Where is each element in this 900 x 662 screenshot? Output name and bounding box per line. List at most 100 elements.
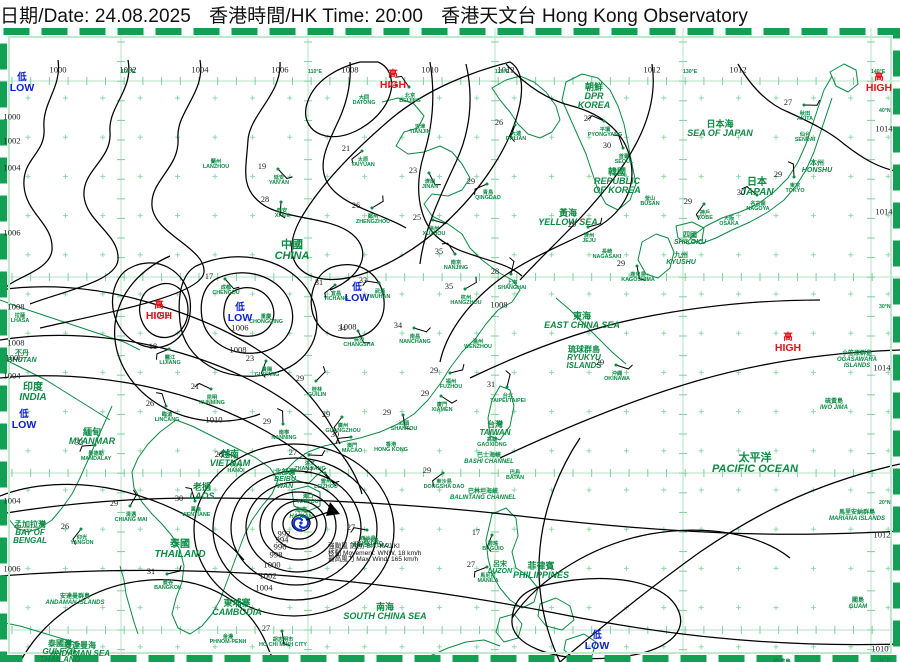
station-label: 拉薩 LHASA: [10, 313, 30, 325]
isobar-label: 1012: [152, 309, 170, 320]
graticule-label: 10°N: [879, 657, 891, 662]
sea-label: 馬里安納群島 MARIANA ISLANDS: [828, 510, 886, 522]
isobar-label: 1004: [3, 495, 21, 506]
station-temperature: 31: [146, 566, 156, 576]
station-temperature: 21: [190, 381, 200, 391]
station-label: 香港 HONG KONG: [374, 442, 408, 454]
station-label: 大同 DATONG: [352, 95, 376, 107]
station-label: 貴陽 GUIYANG: [254, 367, 280, 379]
country-label: 呂宋 LUZON: [487, 561, 513, 575]
graticule-label: 30°N: [879, 304, 891, 310]
chart-border-inner: [8, 36, 892, 654]
isobar-label: 1012: [729, 64, 747, 75]
station-temperature: 28: [260, 194, 270, 204]
sea-label: 東海 EAST CHINA SEA: [544, 311, 620, 330]
typhoon-isobars: [193, 443, 395, 617]
station-label: 萬象 VIENTIANE: [181, 507, 211, 519]
station-temperature: 17: [204, 271, 214, 281]
station-label: 西沙島 XISHA DAO: [353, 536, 383, 548]
station-label: 首爾 SEOUL: [614, 154, 634, 166]
station-temperature: 23: [408, 165, 418, 175]
station-temperature: 29: [773, 169, 783, 179]
station-temperature: 27: [288, 447, 298, 457]
wind-barbs: [72, 75, 821, 647]
station-label: 釜山 BUSAN: [640, 196, 660, 208]
isobar-label: 1008: [7, 337, 25, 348]
station-temperature: 30: [736, 187, 746, 197]
country-label: 泰國 THAILAND: [154, 539, 206, 560]
typhoon-center-symbol: [292, 514, 310, 532]
station-temperature: 31: [486, 379, 496, 389]
graticule-ticks: [11, 41, 875, 651]
station-temperature: 29: [109, 498, 119, 508]
station-temperature: 29: [616, 258, 626, 268]
country-label: 菲律賓 PHILIPPINES: [512, 561, 570, 580]
station-label: 胡志明市 HO CHI MINH CITY: [259, 637, 307, 649]
isobar-label: 1008: [7, 301, 25, 312]
isobar-label: 1014: [875, 123, 893, 134]
station-temperature: 24: [388, 79, 398, 89]
sea-label: 安達曼群島 ANDAMAN ISLANDS: [45, 594, 105, 606]
station-label: 雷州 LEIZHOU: [314, 479, 338, 491]
station-temperature: 27: [466, 559, 476, 569]
station-label: 仙台 SENDAI: [794, 132, 816, 144]
station-temperature: 35: [434, 246, 444, 256]
station-label: 溫州 WENZHOU: [464, 339, 492, 351]
low-pressure-label: 低 LOW: [227, 301, 253, 324]
country-label: 韓國 REPUBLIC OF KOREA: [593, 167, 641, 195]
station-label: 高雄 GAOXIONG: [477, 437, 507, 449]
isobar-label: 1006: [231, 322, 249, 333]
isobar-label: 1008: [339, 321, 357, 332]
station-label: 長沙 CHANGSHA: [343, 337, 375, 349]
station-temperature: 34: [393, 320, 403, 330]
coastlines: [0, 63, 859, 659]
station-label: 徐州 XUZHOU: [422, 226, 446, 238]
station-label: 上海 SHANGHAI: [497, 280, 527, 292]
station-temperature: 29: [262, 416, 272, 426]
sea-label: 巴士海峽 BASHI CHANNEL: [464, 453, 514, 465]
station-label: 秋田 AKITA: [796, 111, 814, 123]
station-label: 南沙島 NANSHA DAO: [352, 538, 390, 550]
station-label: 北京 BEIJING: [399, 93, 421, 105]
station-temperature: 34: [337, 323, 347, 333]
sea-label: 安達曼海 ANDAMAN SEA: [50, 641, 110, 658]
typhoon-isobar-label: 1002: [259, 570, 277, 581]
station-label: 大阪 OSAKA: [719, 216, 739, 228]
sea-label: 太平洋 PACIFIC OCEAN: [712, 452, 798, 475]
station-temperature: 19: [257, 161, 267, 171]
chart-time: 香港時間/HK Time: 20:00: [208, 5, 424, 27]
station-temperature: 26: [60, 521, 70, 531]
sea-label: 日本海 SEA OF JAPAN: [687, 119, 753, 138]
station-label: 沖繩 OKINAWA: [604, 371, 630, 383]
station-label: 成都 CHENGDU: [212, 285, 240, 297]
station-label: 湛江 ZHANJIANG: [294, 461, 326, 473]
country-label: 越南 VIETNAM: [209, 449, 251, 468]
station-label: 汕頭 SHANTOU: [390, 421, 418, 433]
station-temperature: 29: [321, 409, 331, 419]
isobar-label: 1012: [873, 529, 891, 540]
station-label: 名古屋 NAGOYA: [746, 201, 770, 213]
station-temperature: 26: [351, 200, 361, 210]
country-label: 印度 INDIA: [19, 382, 47, 403]
isobar-label: 1006: [5, 352, 23, 363]
station-label: 曼谷 BANGKOK: [154, 580, 182, 592]
graticule-label: 140°E: [871, 69, 886, 75]
isobar-label: 1008: [490, 299, 508, 310]
station-label: 延安 YAN'AN: [269, 175, 289, 187]
station-temperature: 26: [145, 398, 155, 408]
country-label: 緬甸 MYANMAR: [68, 427, 116, 446]
chart-canvas: [0, 28, 900, 662]
country-label: 朝鮮 DPR KOREA: [577, 82, 611, 110]
country-label: 不丹 BHUTAN: [7, 350, 37, 364]
station-label: 東沙島 DONGSHA DAO: [423, 479, 465, 491]
isobar-label: 1014: [875, 206, 893, 217]
station-temperature: 29: [295, 373, 305, 383]
low-pressure-label: 低 LOW: [344, 281, 370, 304]
country-label: 東埔寨 CAMBODIA: [212, 598, 262, 617]
station-temperature: 30: [174, 493, 184, 503]
typhoon-isobar-label: 1000: [263, 559, 281, 570]
isobar-label: 1010: [871, 643, 889, 654]
isobar-label: 1004: [3, 162, 21, 173]
station-temperature: 27: [261, 623, 271, 633]
sea-label: 南海 SOUTH CHINA SEA: [343, 602, 427, 621]
